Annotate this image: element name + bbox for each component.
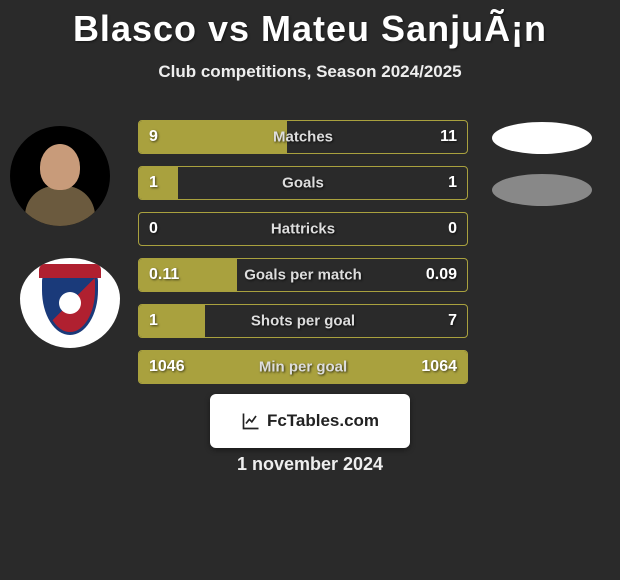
shield-icon <box>42 271 98 335</box>
stat-value-right: 11 <box>440 128 457 146</box>
stat-label: Min per goal <box>259 359 347 376</box>
stat-bar-left <box>139 167 178 199</box>
stat-value-right: 1 <box>448 174 457 192</box>
stat-label: Goals <box>282 175 324 192</box>
stat-value-right: 0 <box>448 220 457 238</box>
stat-row: 1 1 Goals <box>138 166 468 200</box>
page-title: Blasco vs Mateu SanjuÃ¡n <box>0 0 620 50</box>
player-avatar-left <box>10 126 110 226</box>
stat-label: Matches <box>273 129 333 146</box>
stat-row: 0 0 Hattricks <box>138 212 468 246</box>
date-text: 1 november 2024 <box>237 454 383 475</box>
stat-value-right: 1064 <box>421 358 457 376</box>
stat-value-left: 0.11 <box>149 266 179 284</box>
chart-icon <box>241 411 261 431</box>
stat-bar-left <box>139 121 287 153</box>
stat-value-left: 9 <box>149 128 158 146</box>
stat-row: 1 7 Shots per goal <box>138 304 468 338</box>
player-placeholder-right-1 <box>492 122 592 154</box>
page-subtitle: Club competitions, Season 2024/2025 <box>0 62 620 82</box>
stat-value-right: 0.09 <box>426 266 457 284</box>
stat-value-left: 1046 <box>149 358 185 376</box>
player-placeholder-right-2 <box>492 174 592 206</box>
brand-text: FcTables.com <box>267 411 379 431</box>
stat-value-left: 1 <box>149 312 158 330</box>
stat-value-left: 0 <box>149 220 158 238</box>
stat-label: Shots per goal <box>251 313 355 330</box>
stat-row: 1046 1064 Min per goal <box>138 350 468 384</box>
club-badge-left <box>20 258 120 348</box>
stats-container: 911Matches11Goals00Hattricks0.110.09Goal… <box>138 120 468 396</box>
stat-value-right: 7 <box>448 312 457 330</box>
stat-label: Hattricks <box>271 221 335 238</box>
stat-label: Goals per match <box>244 267 362 284</box>
stat-value-left: 1 <box>149 174 158 192</box>
stat-row: 9 11 Matches <box>138 120 468 154</box>
brand-badge[interactable]: FcTables.com <box>210 394 410 448</box>
stat-row: 0.11 0.09 Goals per match <box>138 258 468 292</box>
